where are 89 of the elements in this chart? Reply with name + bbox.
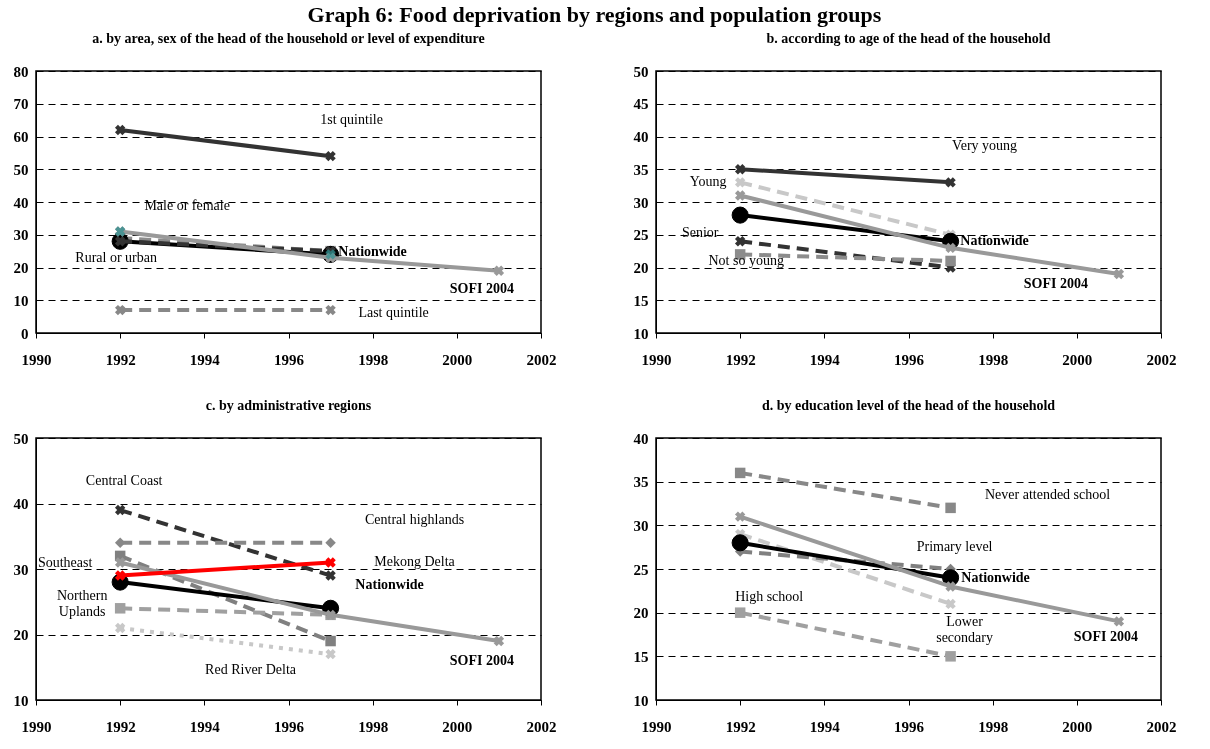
x-tick-label: 2002 [526,718,557,735]
x-tick-label: 1994 [189,351,221,368]
series-label: Male or female [144,198,230,214]
x-tick-label: 1996 [274,351,305,368]
y-tick-label: 50 [633,63,649,80]
series-label: Young [689,174,727,190]
y-tick-label: 50 [13,161,29,178]
chart-title: c. by administrative regions [205,398,372,413]
y-tick-label: 10 [633,325,649,342]
y-tick-label: 60 [13,129,29,145]
x-tick-label: 1998 [978,718,1009,735]
x-tick-label: 1998 [358,718,389,735]
y-tick-label: 0 [21,325,29,342]
y-tick-label: 20 [633,605,649,622]
text: Never attended school [984,486,1111,502]
y-tick-label: 70 [13,96,29,113]
y-tick-label: 40 [13,496,29,512]
y-tick-label: 30 [13,227,29,244]
y-tick-label: 20 [633,260,649,276]
series-label: Last quintile [358,305,429,321]
series-label: Nationwide [355,577,424,593]
y-tick-label: 30 [633,194,649,211]
x-tick-label: 2000 [442,718,473,735]
chart-title: b. according to age of the head of the household [766,31,1051,46]
y-tick-label: 50 [13,430,29,447]
text: Graph 6: Food deprivation by regions and population groups [307,2,882,28]
series-label: SOFI 2004 [1023,276,1089,292]
x-tick-label: 1994 [809,718,841,735]
y-tick-label: 40 [633,129,649,145]
series-label: Nationwide [961,569,1030,585]
x-tick-label: 1994 [189,718,221,735]
series-label: Southeast [37,554,93,570]
y-tick-label: 35 [633,161,649,178]
series-label: High school [735,588,804,604]
series-label: SOFI 2004 [449,280,515,296]
y-tick-label: 15 [633,648,649,665]
y-tick-label: 10 [633,692,649,709]
y-tick-label: 80 [13,63,29,80]
x-tick-label: 1992 [105,718,136,735]
y-tick-label: 10 [13,692,29,709]
y-tick-label: 30 [633,517,649,534]
x-tick-label: 1994 [809,351,841,368]
y-tick-label: 30 [13,561,29,578]
x-tick-label: 1990 [21,718,52,735]
x-tick-label: 2002 [1146,718,1177,735]
x-tick-label: 1990 [641,351,672,368]
x-tick-label: 1996 [894,718,925,735]
x-tick-label: 1990 [21,351,52,368]
series-label: Senior [681,225,719,241]
series-label: SOFI 2004 [1073,629,1139,645]
x-tick-label: 1992 [725,718,756,735]
text: Mekong Delta [374,554,456,570]
y-tick-label: 20 [13,627,29,643]
y-tick-label: 20 [13,260,29,276]
x-tick-label: 1998 [978,351,1009,368]
x-tick-label: 2000 [1062,718,1093,735]
series-label: Red River Delta [205,662,297,678]
x-tick-label: 1996 [274,718,305,735]
y-tick-label: 25 [633,561,649,578]
x-tick-label: 2002 [1146,351,1177,368]
x-tick-label: 1996 [894,351,925,368]
series-label: Not so young [708,253,784,269]
series-label: SOFI 2004 [449,653,515,669]
series-label: 1st quintile [320,112,383,128]
y-tick-label: 15 [633,292,649,309]
series-label: Nationwide [960,233,1029,249]
text: Central highlands [365,511,465,527]
x-tick-label: 1992 [725,351,756,368]
series-label: Nationwide [338,244,407,260]
series-label: Very young [952,138,1018,154]
y-tick-label: 25 [633,227,649,244]
series-label: Central Coast [85,473,163,489]
series-label: Lower secondary [936,613,993,645]
y-tick-label: 40 [633,430,649,447]
x-tick-label: 2002 [526,351,557,368]
x-tick-label: 2000 [442,351,473,368]
series-label: Primary level [916,539,993,554]
y-tick-label: 45 [633,96,649,113]
y-tick-label: 35 [633,474,649,491]
x-tick-label: 2000 [1062,351,1093,368]
x-tick-label: 1992 [105,351,136,368]
series-label: Northern Uplands [56,588,108,620]
y-tick-label: 40 [13,194,29,211]
x-tick-label: 1998 [358,351,389,368]
series-label: Rural or urban [75,250,157,266]
y-tick-label: 10 [13,292,29,309]
chart-title: d. by education level of the head of the household [761,398,1056,413]
chart-subtitle: a. by area, sex of the head of the household or level of expenditure [92,31,485,46]
x-tick-label: 1990 [641,718,672,735]
